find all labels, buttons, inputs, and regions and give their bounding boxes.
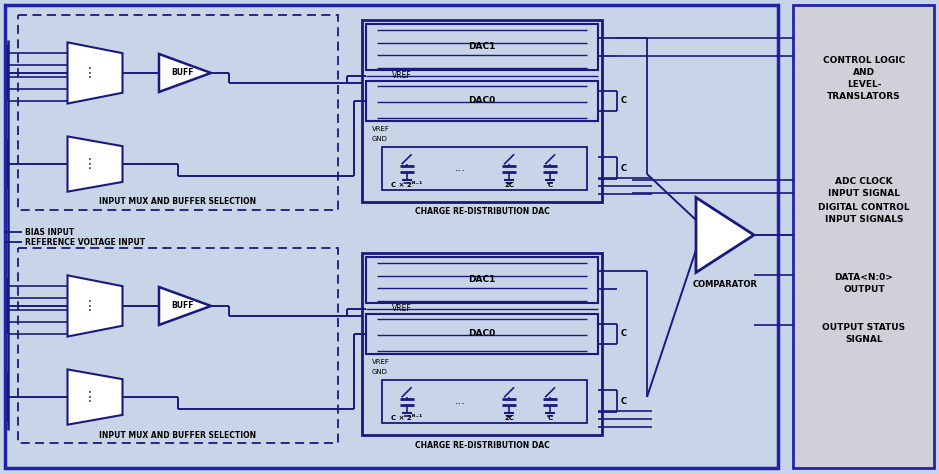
Text: C: C: [621, 164, 627, 173]
Text: C: C: [547, 415, 553, 421]
Bar: [18, 15, 338, 210]
Polygon shape: [159, 54, 211, 92]
Text: OUTPUT STATUS: OUTPUT STATUS: [823, 323, 905, 332]
Text: DIGITAL CONTROL: DIGITAL CONTROL: [818, 202, 910, 211]
Polygon shape: [159, 287, 211, 325]
Text: C × 2ᴺ⁻¹: C × 2ᴺ⁻¹: [391, 415, 423, 421]
Text: INPUT SIGNALS: INPUT SIGNALS: [824, 215, 903, 224]
Text: ...: ...: [454, 396, 466, 406]
Text: ⋮: ⋮: [83, 157, 97, 171]
Text: TRANSLATORS: TRANSLATORS: [827, 91, 901, 100]
Text: INPUT MUX AND BUFFER SELECTION: INPUT MUX AND BUFFER SELECTION: [100, 198, 256, 207]
Text: SIGNAL: SIGNAL: [845, 336, 883, 345]
Text: INPUT SIGNAL: INPUT SIGNAL: [828, 190, 900, 199]
Text: VREF: VREF: [372, 358, 390, 365]
Bar: [18, 248, 338, 443]
Text: C: C: [621, 329, 627, 338]
Polygon shape: [68, 369, 122, 425]
Text: DAC0: DAC0: [469, 96, 496, 105]
Text: BIAS INPUT: BIAS INPUT: [25, 228, 74, 237]
Text: AND: AND: [853, 67, 875, 76]
Text: 2C: 2C: [504, 415, 514, 421]
Text: CONTROL LOGIC: CONTROL LOGIC: [823, 55, 905, 64]
Text: LEVEL-: LEVEL-: [847, 80, 881, 89]
Bar: [362, 253, 602, 435]
Text: DAC1: DAC1: [469, 275, 496, 284]
Text: REFERENCE VOLTAGE INPUT: REFERENCE VOLTAGE INPUT: [25, 237, 146, 246]
Polygon shape: [68, 137, 122, 191]
Polygon shape: [696, 198, 754, 273]
Text: ⋮: ⋮: [83, 390, 97, 404]
Text: DATA<N:0>: DATA<N:0>: [835, 273, 893, 283]
Text: COMPARATOR: COMPARATOR: [692, 280, 758, 289]
Text: BUFF: BUFF: [172, 68, 194, 77]
Bar: [793, 5, 934, 468]
Polygon shape: [68, 275, 122, 337]
Text: GND: GND: [372, 136, 388, 142]
Polygon shape: [68, 42, 122, 103]
Text: INPUT MUX AND BUFFER SELECTION: INPUT MUX AND BUFFER SELECTION: [100, 430, 256, 439]
Text: VREF: VREF: [392, 304, 411, 313]
Text: CHARGE RE-DISTRIBUTION DAC: CHARGE RE-DISTRIBUTION DAC: [415, 440, 549, 449]
Text: DAC0: DAC0: [469, 329, 496, 338]
Text: BUFF: BUFF: [172, 301, 194, 310]
Text: VREF: VREF: [372, 126, 390, 132]
Text: ...: ...: [454, 163, 466, 173]
Text: C: C: [621, 96, 627, 105]
Bar: [382, 380, 587, 423]
Bar: [366, 24, 598, 70]
Text: C: C: [621, 397, 627, 406]
Bar: [382, 146, 587, 190]
Bar: [5, 5, 778, 468]
Text: VREF: VREF: [392, 71, 411, 80]
Text: ⋮: ⋮: [83, 66, 97, 80]
Text: C: C: [547, 182, 553, 188]
Text: DAC1: DAC1: [469, 42, 496, 51]
Bar: [366, 81, 598, 120]
Text: GND: GND: [372, 369, 388, 374]
Bar: [366, 313, 598, 354]
Text: C × 2ᴺ⁻¹: C × 2ᴺ⁻¹: [391, 182, 423, 188]
Text: ⋮: ⋮: [83, 299, 97, 313]
Bar: [362, 20, 602, 202]
Text: CHARGE RE-DISTRIBUTION DAC: CHARGE RE-DISTRIBUTION DAC: [415, 208, 549, 217]
Text: 2C: 2C: [504, 182, 514, 188]
Text: ADC CLOCK: ADC CLOCK: [835, 177, 893, 186]
Bar: [366, 257, 598, 302]
Text: OUTPUT: OUTPUT: [843, 285, 885, 294]
